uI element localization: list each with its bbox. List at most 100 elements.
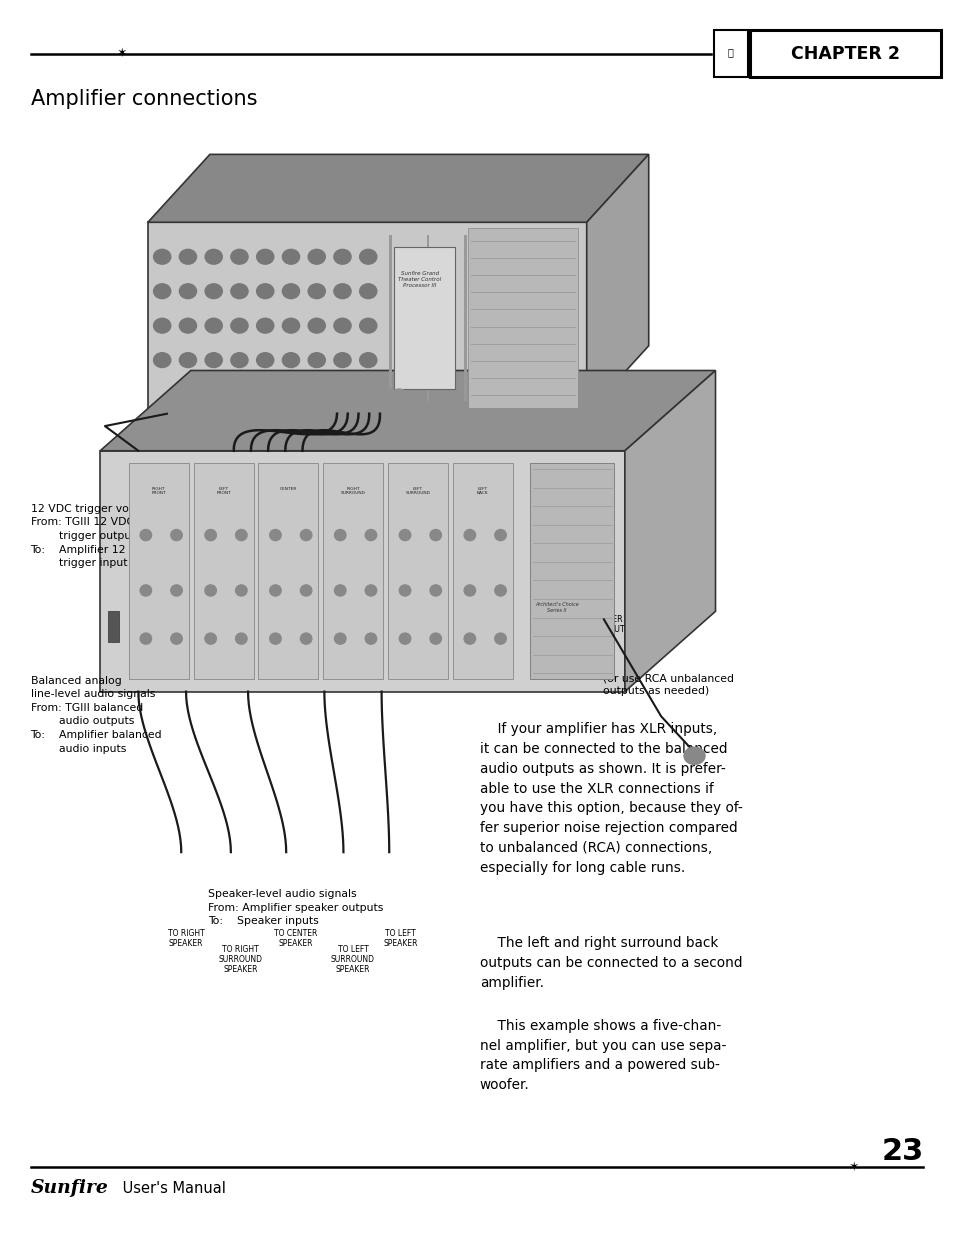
- Ellipse shape: [365, 585, 376, 597]
- Ellipse shape: [205, 319, 222, 333]
- Ellipse shape: [300, 585, 312, 597]
- Text: 23: 23: [881, 1136, 923, 1166]
- Text: TO RIGHT
SPEAKER: TO RIGHT SPEAKER: [168, 929, 204, 947]
- Text: This example shows a five-chan-
nel amplifier, but you can use sepa-
rate amplif: This example shows a five-chan- nel ampl…: [479, 1019, 725, 1092]
- Bar: [193, 463, 253, 679]
- Ellipse shape: [359, 319, 376, 333]
- Ellipse shape: [430, 530, 441, 541]
- Ellipse shape: [683, 747, 704, 764]
- Ellipse shape: [153, 319, 171, 333]
- Ellipse shape: [308, 319, 325, 333]
- Ellipse shape: [270, 530, 281, 541]
- Ellipse shape: [495, 634, 506, 645]
- Text: TO RIGHT
SURROUND
SPEAKER: TO RIGHT SURROUND SPEAKER: [218, 945, 262, 974]
- Ellipse shape: [308, 284, 325, 299]
- Ellipse shape: [140, 530, 152, 541]
- Bar: [323, 463, 383, 679]
- Text: User's Manual: User's Manual: [118, 1181, 226, 1195]
- Ellipse shape: [365, 530, 376, 541]
- Ellipse shape: [140, 585, 152, 597]
- Bar: [468, 228, 578, 408]
- Ellipse shape: [334, 284, 351, 299]
- Text: Amplifier connections: Amplifier connections: [30, 89, 256, 109]
- Ellipse shape: [205, 634, 216, 645]
- Ellipse shape: [256, 284, 274, 299]
- Ellipse shape: [399, 530, 411, 541]
- Ellipse shape: [205, 353, 222, 368]
- Ellipse shape: [282, 319, 299, 333]
- Ellipse shape: [392, 389, 406, 401]
- Text: Balanced analog
line-level audio signals
From: TGIII balanced
        audio outp: Balanced analog line-level audio signals…: [30, 676, 162, 753]
- Ellipse shape: [235, 585, 247, 597]
- Ellipse shape: [365, 634, 376, 645]
- Text: CENTER: CENTER: [279, 487, 296, 490]
- Text: LEFT
SURROUND: LEFT SURROUND: [405, 487, 430, 495]
- Ellipse shape: [256, 249, 274, 264]
- Ellipse shape: [270, 634, 281, 645]
- Ellipse shape: [300, 530, 312, 541]
- Ellipse shape: [231, 284, 248, 299]
- Ellipse shape: [495, 530, 506, 541]
- Text: Sunfire Grand
Theater Control
Processor III: Sunfire Grand Theater Control Processor …: [398, 272, 441, 288]
- Ellipse shape: [359, 389, 374, 401]
- Ellipse shape: [335, 585, 346, 597]
- Text: 🖊: 🖊: [727, 47, 733, 58]
- Ellipse shape: [205, 249, 222, 264]
- Text: TO LEFT
SURROUND
SPEAKER: TO LEFT SURROUND SPEAKER: [331, 945, 375, 974]
- Ellipse shape: [334, 353, 351, 368]
- Text: If your amplifier has XLR inputs,
it can be connected to the balanced
audio outp: If your amplifier has XLR inputs, it can…: [479, 722, 741, 874]
- Bar: [388, 463, 448, 679]
- Polygon shape: [148, 154, 648, 222]
- Ellipse shape: [359, 353, 376, 368]
- Bar: [389, 235, 392, 401]
- Text: TO SUBWOOFER
BALANCED INPUT: TO SUBWOOFER BALANCED INPUT: [554, 615, 624, 635]
- Polygon shape: [624, 370, 715, 692]
- Polygon shape: [100, 370, 715, 451]
- Text: CHAPTER 2: CHAPTER 2: [790, 44, 899, 63]
- Ellipse shape: [308, 353, 325, 368]
- Ellipse shape: [171, 634, 182, 645]
- Polygon shape: [148, 222, 586, 414]
- Ellipse shape: [231, 319, 248, 333]
- Ellipse shape: [334, 319, 351, 333]
- Text: ✶: ✶: [116, 47, 128, 61]
- Ellipse shape: [463, 530, 475, 541]
- Bar: [129, 463, 189, 679]
- Ellipse shape: [256, 319, 274, 333]
- Ellipse shape: [235, 634, 247, 645]
- Text: TO LEFT
SPEAKER: TO LEFT SPEAKER: [383, 929, 417, 947]
- Ellipse shape: [256, 353, 274, 368]
- Ellipse shape: [282, 249, 299, 264]
- Polygon shape: [586, 154, 648, 414]
- Ellipse shape: [140, 634, 152, 645]
- Bar: [453, 463, 513, 679]
- Text: Architect's Choice
Series II: Architect's Choice Series II: [535, 601, 578, 613]
- Bar: [258, 463, 318, 679]
- Ellipse shape: [308, 249, 325, 264]
- Text: The left and right surround back
outputs can be connected to a second
amplifier.: The left and right surround back outputs…: [479, 936, 741, 989]
- Ellipse shape: [300, 634, 312, 645]
- Ellipse shape: [359, 284, 376, 299]
- Text: RIGHT
FRONT: RIGHT FRONT: [152, 487, 166, 495]
- FancyBboxPatch shape: [713, 30, 747, 77]
- Text: 12 VDC trigger voltage
From: TGIII 12 VDC
        trigger output
To:    Amplifie: 12 VDC trigger voltage From: TGIII 12 VD…: [30, 504, 156, 568]
- Ellipse shape: [430, 585, 441, 597]
- Ellipse shape: [153, 284, 171, 299]
- Ellipse shape: [205, 284, 222, 299]
- Ellipse shape: [334, 249, 351, 264]
- Text: RIGHT
SURROUND: RIGHT SURROUND: [340, 487, 365, 495]
- Text: LEFT
BACK: LEFT BACK: [476, 487, 488, 495]
- Text: TO CENTER
SPEAKER: TO CENTER SPEAKER: [274, 929, 317, 947]
- FancyBboxPatch shape: [749, 30, 940, 77]
- Ellipse shape: [205, 530, 216, 541]
- Ellipse shape: [463, 585, 475, 597]
- Ellipse shape: [430, 634, 441, 645]
- Ellipse shape: [153, 353, 171, 368]
- Ellipse shape: [335, 634, 346, 645]
- Ellipse shape: [179, 284, 196, 299]
- Ellipse shape: [179, 353, 196, 368]
- Ellipse shape: [463, 634, 475, 645]
- Ellipse shape: [381, 389, 395, 401]
- Ellipse shape: [153, 249, 171, 264]
- Ellipse shape: [179, 249, 196, 264]
